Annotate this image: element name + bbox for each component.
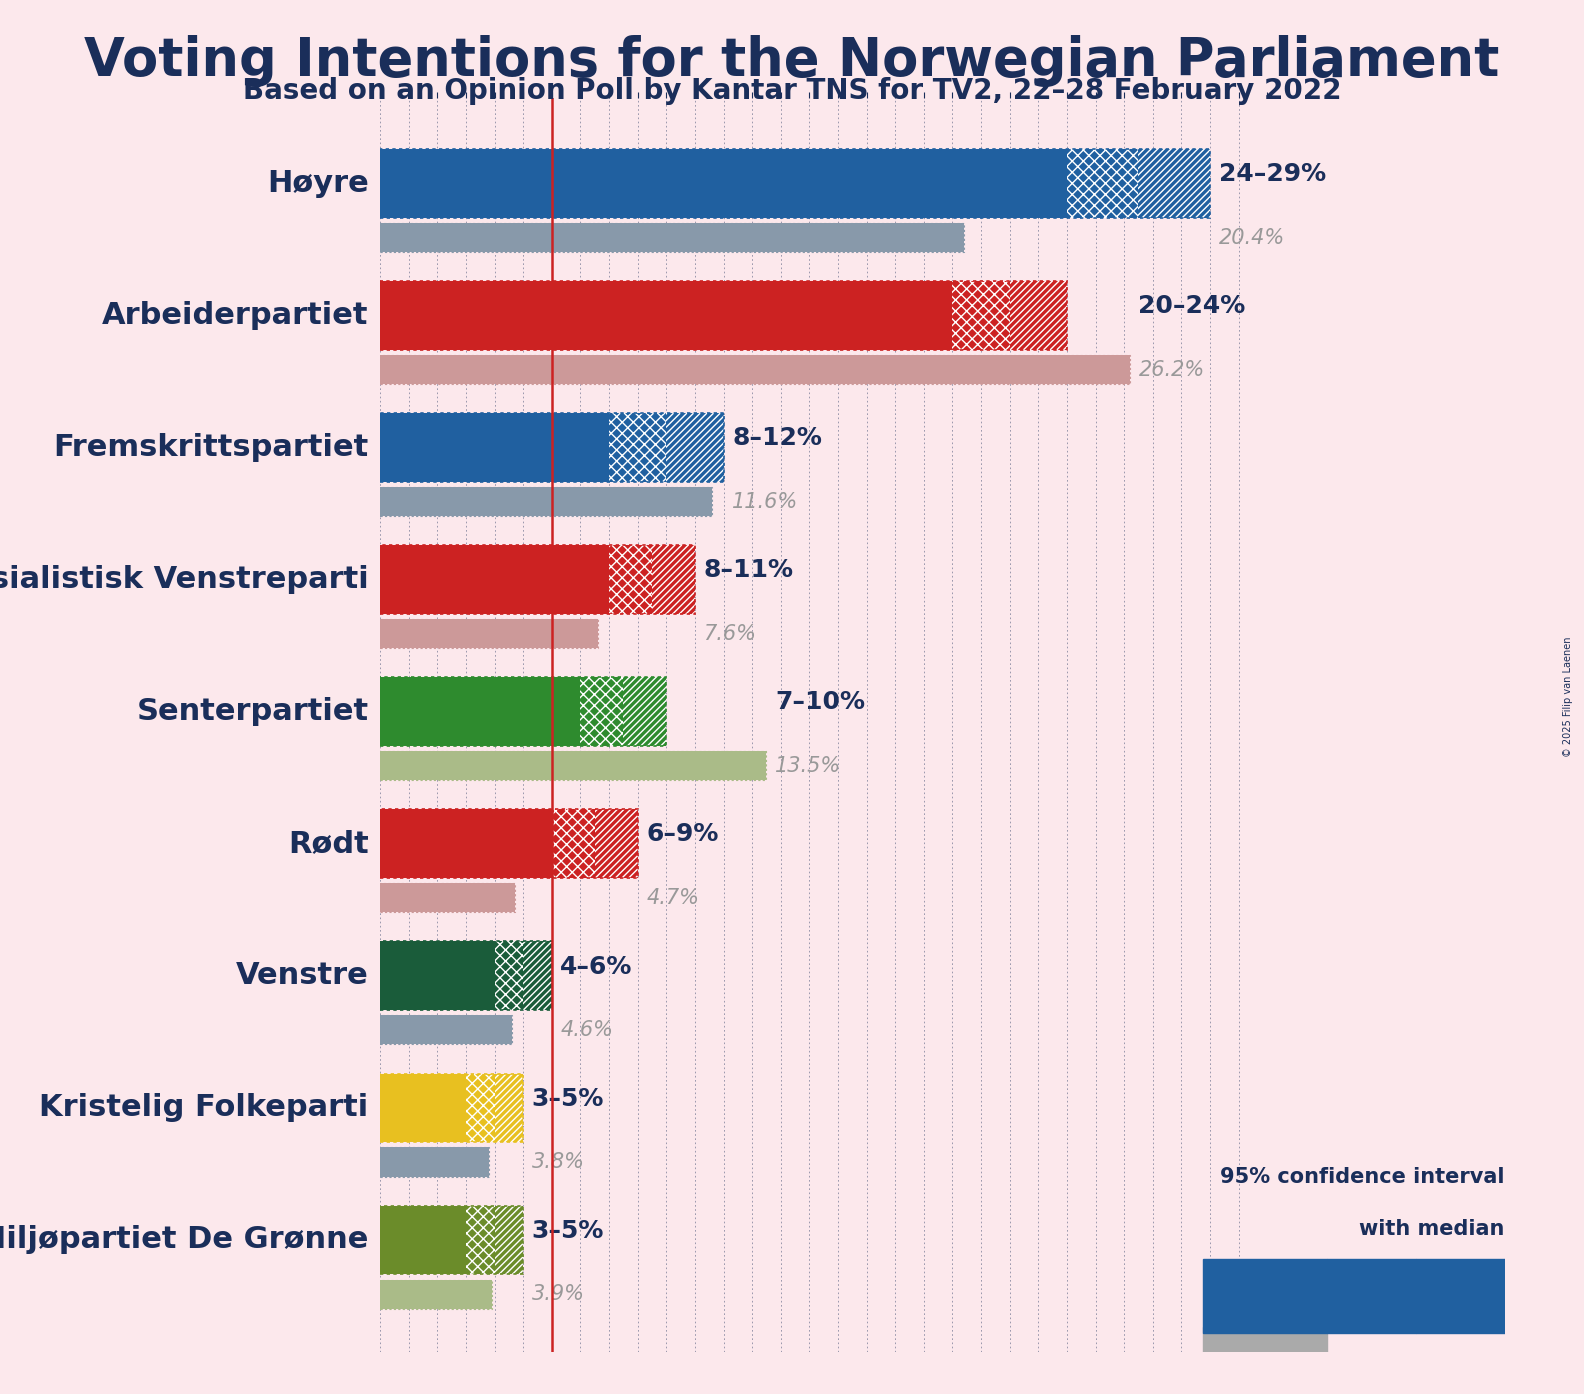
Bar bbox=[624, 677, 667, 746]
Bar bbox=[1204, 1259, 1327, 1333]
Text: 4–6%: 4–6% bbox=[561, 955, 632, 979]
Bar bbox=[380, 1015, 512, 1044]
Bar bbox=[380, 487, 713, 516]
Text: Venstre: Venstre bbox=[236, 962, 369, 990]
Bar bbox=[380, 941, 494, 1011]
Text: Høyre: Høyre bbox=[268, 169, 369, 198]
Bar bbox=[523, 941, 551, 1011]
Bar bbox=[380, 223, 965, 252]
Text: Fremskrittspartiet: Fremskrittspartiet bbox=[54, 434, 369, 461]
Text: Based on an Opinion Poll by Kantar TNS for TV2, 22–28 February 2022: Based on an Opinion Poll by Kantar TNS f… bbox=[242, 77, 1342, 105]
Bar bbox=[610, 545, 653, 613]
Bar bbox=[494, 1206, 523, 1274]
Text: 26.2%: 26.2% bbox=[1139, 360, 1205, 379]
Text: 3.8%: 3.8% bbox=[532, 1151, 584, 1172]
Text: Miljøpartiet De Grønne: Miljøpartiet De Grønne bbox=[0, 1225, 369, 1255]
Bar bbox=[380, 1280, 491, 1309]
Text: 24–29%: 24–29% bbox=[1218, 162, 1326, 187]
Bar bbox=[380, 1147, 489, 1177]
Bar bbox=[551, 810, 594, 878]
Text: 3–5%: 3–5% bbox=[532, 1218, 604, 1242]
Bar bbox=[466, 1206, 494, 1274]
Text: 4.6%: 4.6% bbox=[561, 1020, 613, 1040]
Bar bbox=[1204, 1327, 1327, 1362]
Bar bbox=[380, 751, 767, 781]
Text: 6–9%: 6–9% bbox=[646, 822, 719, 846]
Bar bbox=[380, 619, 597, 648]
Bar bbox=[1416, 1259, 1505, 1333]
Text: 3–5%: 3–5% bbox=[532, 1086, 604, 1111]
Text: 3.9%: 3.9% bbox=[532, 1284, 584, 1303]
Bar bbox=[380, 677, 580, 746]
Text: 8–12%: 8–12% bbox=[732, 427, 822, 450]
Bar bbox=[380, 282, 952, 350]
Bar bbox=[380, 1206, 466, 1274]
Text: 8–11%: 8–11% bbox=[703, 559, 794, 583]
Bar bbox=[1139, 149, 1210, 217]
Bar bbox=[380, 355, 1129, 385]
Bar bbox=[1009, 282, 1068, 350]
Bar bbox=[380, 413, 610, 482]
Text: 20–24%: 20–24% bbox=[1139, 294, 1245, 318]
Text: 7–10%: 7–10% bbox=[775, 690, 865, 715]
Bar bbox=[494, 1073, 523, 1142]
Bar bbox=[380, 149, 1068, 217]
Bar bbox=[610, 413, 667, 482]
Bar bbox=[380, 810, 551, 878]
Text: Kristelig Folkeparti: Kristelig Folkeparti bbox=[40, 1093, 369, 1122]
Bar bbox=[494, 941, 523, 1011]
Text: 4.7%: 4.7% bbox=[646, 888, 699, 907]
Text: 11.6%: 11.6% bbox=[732, 492, 798, 512]
Bar bbox=[594, 810, 638, 878]
Text: 13.5%: 13.5% bbox=[775, 756, 841, 776]
Text: Voting Intentions for the Norwegian Parliament: Voting Intentions for the Norwegian Parl… bbox=[84, 35, 1500, 86]
Text: Senterpartiet: Senterpartiet bbox=[136, 697, 369, 726]
Bar bbox=[380, 884, 515, 913]
Text: with median: with median bbox=[1359, 1220, 1505, 1239]
Text: © 2025 Filip van Laenen: © 2025 Filip van Laenen bbox=[1563, 637, 1573, 757]
Text: Rødt: Rødt bbox=[288, 829, 369, 859]
Bar bbox=[667, 413, 724, 482]
Bar bbox=[380, 1073, 466, 1142]
Bar bbox=[952, 282, 1009, 350]
Text: 95% confidence interval: 95% confidence interval bbox=[1220, 1167, 1505, 1186]
Bar bbox=[380, 545, 610, 613]
Bar bbox=[1068, 149, 1139, 217]
Text: Sosialistisk Venstreparti: Sosialistisk Venstreparti bbox=[0, 565, 369, 594]
Text: 7.6%: 7.6% bbox=[703, 623, 757, 644]
Bar bbox=[1327, 1259, 1416, 1333]
Text: Arbeiderpartiet: Arbeiderpartiet bbox=[103, 301, 369, 330]
Bar bbox=[653, 545, 695, 613]
Text: 20.4%: 20.4% bbox=[1218, 227, 1285, 248]
Bar bbox=[580, 677, 624, 746]
Bar bbox=[466, 1073, 494, 1142]
